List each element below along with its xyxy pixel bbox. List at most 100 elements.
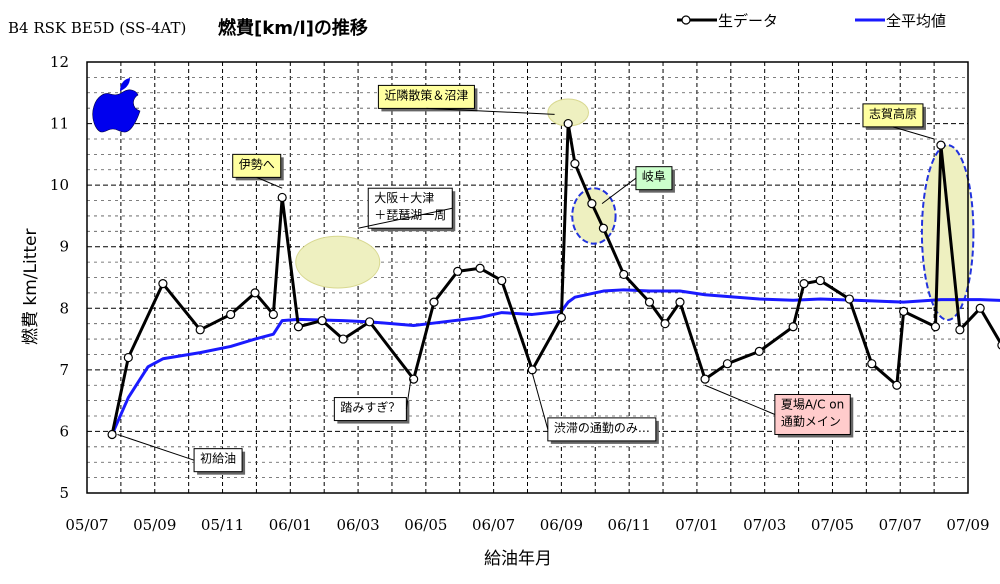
annotation-text: ＋琵琶湖一周 (374, 207, 446, 222)
raw-data-point (226, 309, 236, 320)
raw-data-point (799, 279, 809, 289)
annotation-leader (531, 372, 549, 430)
annotation-box (774, 393, 851, 435)
annotation-text: 渋滞の通勤のみ… (554, 421, 650, 435)
raw-data-point (675, 297, 685, 307)
raw-data-point (844, 294, 855, 304)
legend-raw-label: 生データ (718, 12, 778, 30)
annotation: 初給油 (117, 434, 246, 475)
annotation-leader (704, 384, 776, 415)
raw-data-point (497, 275, 507, 286)
y-axis-title: 燃費 km/Litter (21, 228, 41, 345)
raw-data-point (556, 312, 566, 323)
annotation-text: 志賀高原 (869, 106, 917, 121)
annotation: 大阪＋大津 ＋琵琶湖一周 (357, 187, 456, 232)
raw-data-point (930, 322, 941, 332)
x-tick-label: 06/01 (269, 516, 312, 534)
highlight-ellipse (571, 187, 617, 245)
raw-data-point (268, 309, 278, 320)
raw-data-point (338, 334, 348, 344)
raw-data-point (619, 269, 629, 280)
annotation-text: 初給油 (200, 452, 236, 466)
y-tick-label: 12 (50, 53, 69, 71)
x-tick-label: 05/07 (65, 516, 108, 534)
raw-data-point (660, 319, 670, 329)
annotations-layer: 近隣散策＆沼津伊勢へ大阪＋大津＋琵琶湖一周岐阜志賀高原浜名湖、淡路島踏みすぎ？渋… (117, 84, 935, 475)
raw-data-point (570, 158, 580, 169)
raw-data-point (975, 303, 985, 313)
x-tick-label: 06/09 (540, 516, 583, 534)
raw-data-point (997, 341, 1000, 350)
x-tick-label: 07/09 (946, 516, 989, 534)
raw-series (107, 118, 1000, 440)
y-tick-label: 8 (59, 299, 69, 317)
x-tick-labels: 05/07 05/09 05/11 06/01 06/03 06/05 06/07 06/09… (65, 516, 989, 534)
raw-data-point (892, 380, 902, 390)
x-tick-label: 06/11 (608, 516, 651, 534)
y-tick-label: 9 (59, 238, 69, 256)
raw-data-point (527, 365, 537, 375)
annotation: 近隣散策＆沼津 (377, 84, 555, 115)
raw-data-point (700, 374, 710, 384)
raw-data-point (195, 325, 205, 335)
raw-data-point (722, 359, 733, 369)
raw-data-point (317, 316, 327, 326)
y-tick-label: 11 (50, 115, 69, 133)
x-tick-label: 06/05 (404, 516, 447, 534)
raw-data-point (123, 352, 133, 363)
annotation-text: 通勤メイン (781, 414, 841, 428)
x-tick-label: 05/09 (133, 516, 176, 534)
annotation-leader (892, 126, 935, 140)
annotation-text: 近隣散策＆沼津 (384, 87, 468, 102)
annotation-leader (426, 107, 555, 115)
annotation-leader (601, 177, 637, 205)
annotation-text: 岐阜 (642, 170, 666, 184)
annotation: 渋滞の通勤のみ… (531, 372, 659, 444)
apple-logo-icon (92, 78, 141, 133)
y-tick-label: 10 (50, 176, 69, 194)
annotation-leader (405, 379, 412, 410)
raw-data-point (936, 140, 946, 150)
annotation: 志賀高原 (862, 103, 935, 140)
chart-title-prefix: B4 RSK BE5D (SS-4AT) (8, 19, 186, 37)
highlight-ellipse (920, 144, 975, 321)
legend-raw-marker (681, 15, 691, 25)
highlight-ellipse (295, 235, 381, 289)
x-tick-label: 06/07 (472, 516, 515, 534)
raw-data-point (899, 306, 909, 316)
annotation-text: 伊勢へ (239, 156, 275, 171)
annotation-leader (256, 176, 283, 189)
x-tick-label: 06/03 (336, 516, 379, 534)
legend-average-label: 全平均値 (886, 12, 946, 30)
average-line (110, 288, 1000, 436)
raw-data-point (788, 322, 798, 332)
x-axis-title: 給油年月 (484, 549, 552, 569)
raw-data-point (453, 266, 463, 276)
raw-data-point (364, 317, 375, 327)
raw-data-point (293, 322, 304, 332)
raw-data-point (277, 192, 287, 203)
x-tick-label: 07/03 (743, 516, 786, 534)
annotation: 夏場A/C on 通勤メイン (704, 384, 854, 438)
average-series (110, 288, 1000, 436)
legend: 生データ 全平均値 (677, 12, 946, 30)
raw-data-point (429, 297, 439, 307)
raw-data-point (250, 288, 260, 298)
raw-data-point (563, 118, 573, 129)
raw-data-point (815, 275, 825, 286)
annotation: 伊勢へ (232, 153, 284, 189)
raw-data-point (955, 325, 965, 335)
annotation: 踏みすぎ？ (333, 379, 412, 424)
y-tick-label: 7 (59, 361, 69, 379)
raw-data-point (644, 297, 655, 307)
plot-frame (86, 61, 969, 494)
x-tick-label: 07/05 (811, 516, 854, 534)
y-tick-labels: 5 6 7 8 9 10 11 12 (50, 53, 69, 502)
annotation-text: 夏場A/C on (781, 397, 844, 411)
annotation-leader (357, 207, 453, 229)
y-tick-label: 5 (59, 484, 69, 502)
x-tick-label: 07/07 (879, 516, 922, 534)
raw-data-point (158, 279, 168, 289)
raw-data-point (867, 359, 877, 369)
